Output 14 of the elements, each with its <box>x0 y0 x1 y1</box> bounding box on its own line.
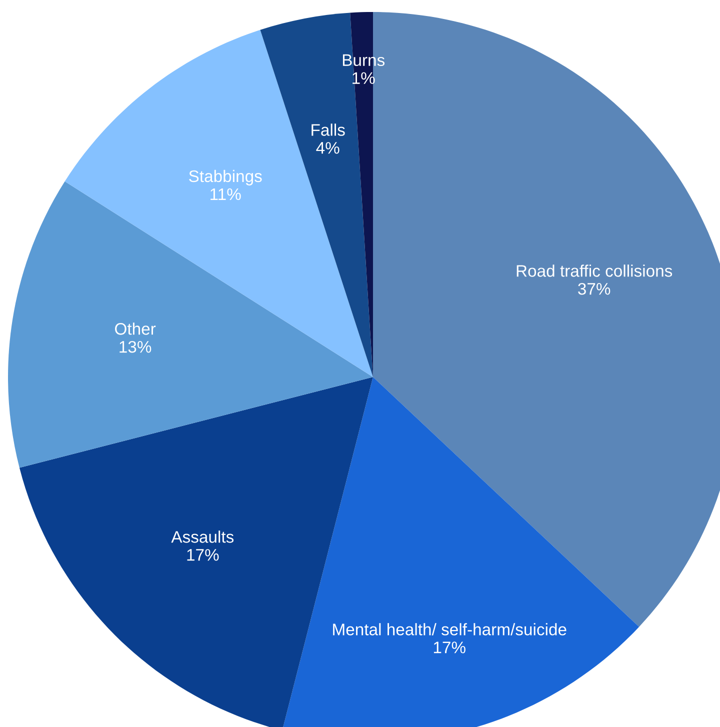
data-label: 1% <box>352 72 375 84</box>
data-label: 11% <box>210 188 241 200</box>
data-label: 37% <box>578 282 610 295</box>
data-label: 17% <box>187 549 219 561</box>
slice-label: Road traffic collisions <box>516 264 672 277</box>
slice-label: Burns <box>342 54 385 66</box>
data-label: 13% <box>120 340 152 353</box>
slice-label: Falls <box>312 124 345 136</box>
slice-label: Other <box>115 322 156 335</box>
data-label: 17% <box>434 642 466 654</box>
slice-label: Mental health/ self-harm/suicide <box>333 623 566 636</box>
slice-label: Stabbings <box>189 170 262 186</box>
slice-label: Assaults <box>171 530 234 543</box>
data-label: 4% <box>316 142 340 154</box>
